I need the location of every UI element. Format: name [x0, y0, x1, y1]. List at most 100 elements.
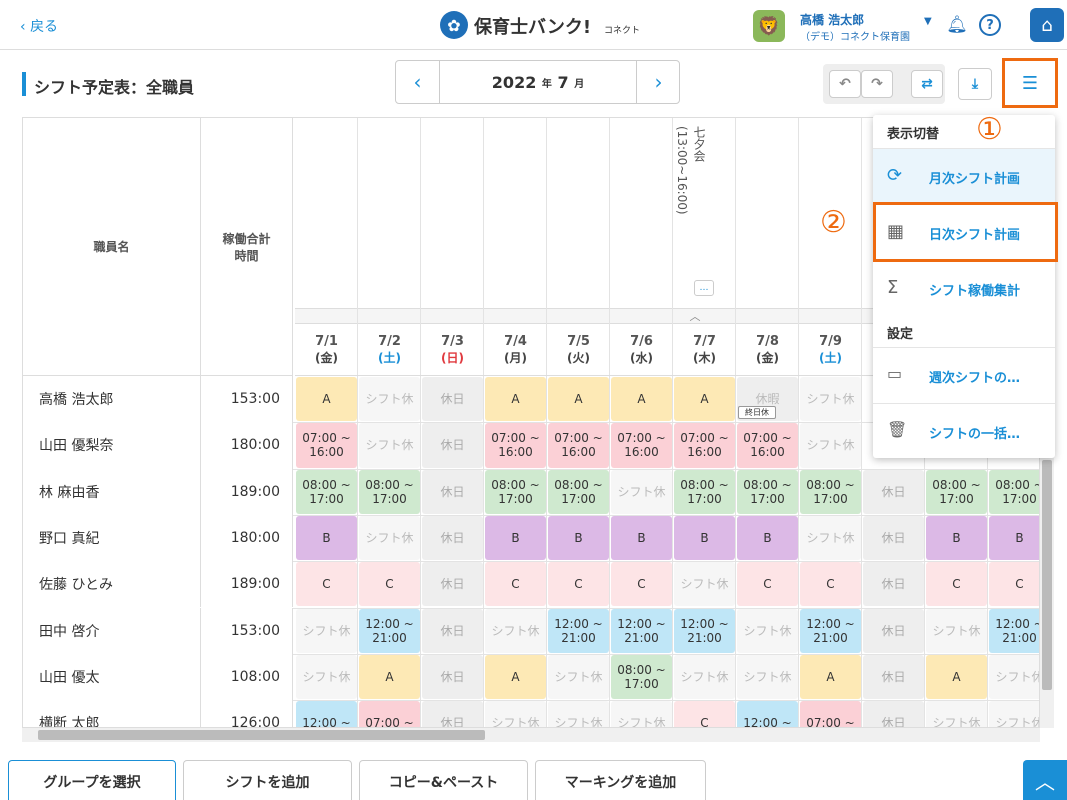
shift-cell[interactable]: 08:00 ~ 17:00 [926, 469, 987, 514]
shift-cell[interactable]: A [485, 377, 546, 422]
shift-cell[interactable]: A [485, 654, 546, 700]
menu-item[interactable]: ⟳ 月次シフト計画 [873, 148, 1055, 203]
avatar[interactable]: 🦁 [753, 10, 785, 42]
bottom-button[interactable]: コピー&ペースト [359, 760, 528, 800]
shift-cell[interactable]: 休日 [422, 562, 483, 607]
shift-cell[interactable]: 08:00 ~ 17:00 [296, 469, 357, 514]
scroll-top[interactable]: ︿ [1023, 760, 1067, 800]
shift-cell[interactable]: 休日 [863, 515, 924, 561]
shift-cell[interactable]: B [611, 515, 672, 561]
shift-cell[interactable]: C [737, 562, 798, 607]
undo[interactable]: ↶ [829, 70, 861, 98]
shift-cell[interactable]: 12:00 ~ 21:00 [674, 608, 735, 653]
shift-cell[interactable]: シフト休 [737, 654, 798, 700]
shift-cell[interactable]: 休日 [863, 469, 924, 514]
shift-cell[interactable]: シフト休 [359, 515, 420, 561]
shift-cell[interactable]: シフト休 [800, 423, 861, 468]
shift-cell[interactable]: 08:00 ~ 17:00 [548, 469, 609, 514]
shift-cell[interactable]: シフト休 [359, 377, 420, 422]
next-month[interactable]: › [636, 61, 680, 103]
help-icon[interactable]: ? [979, 14, 1001, 36]
bottom-button[interactable]: マーキングを追加 [535, 760, 706, 800]
shift-cell[interactable]: 08:00 ~ 17:00 [800, 469, 861, 514]
shift-cell[interactable]: 07:00 ~ 16:00 [296, 423, 357, 468]
user-dropdown[interactable]: ▼ [924, 16, 932, 27]
shift-cell[interactable]: C [926, 562, 987, 607]
shift-cell[interactable]: A [296, 377, 357, 422]
shift-cell[interactable]: 休日 [863, 701, 924, 727]
shift-cell[interactable]: C [359, 562, 420, 607]
collapse-bar[interactable]: ︿ [295, 308, 1039, 324]
shift-cell[interactable]: 12:00 ~ 21:00 [800, 608, 861, 653]
shift-cell[interactable]: シフト休 [737, 608, 798, 653]
shift-cell[interactable]: 08:00 ~ 17:00 [359, 469, 420, 514]
shift-cell[interactable]: シフト休 [296, 608, 357, 653]
redo[interactable]: ↷ [861, 70, 893, 98]
shift-cell[interactable]: A [611, 377, 672, 422]
shift-cell[interactable]: 休日 [863, 608, 924, 653]
shift-cell[interactable]: B [926, 515, 987, 561]
shift-cell[interactable]: A [800, 654, 861, 700]
shift-cell[interactable]: 07:00 ~ 16:00 [548, 423, 609, 468]
menu-item[interactable]: ▭ 週次シフトの… [873, 347, 1055, 402]
shift-cell[interactable]: C [674, 701, 735, 727]
shift-cell[interactable]: シフト休 [359, 423, 420, 468]
shift-cell[interactable]: 12:00 ~ 21:00 [989, 608, 1039, 653]
shift-cell[interactable]: C [296, 562, 357, 607]
shift-cell[interactable]: 07:00 ~ [359, 701, 420, 727]
shift-cell[interactable]: シフト休 [548, 654, 609, 700]
shift-cell[interactable]: 休日 [422, 377, 483, 422]
shift-cell[interactable]: 休日 [422, 608, 483, 653]
shift-cell[interactable]: 休日 [422, 654, 483, 700]
shift-cell[interactable]: シフト休 [989, 654, 1039, 700]
shift-cell[interactable]: シフト休 [485, 701, 546, 727]
shift-cell[interactable]: シフト休 [674, 654, 735, 700]
shift-cell[interactable]: シフト休 [674, 562, 735, 607]
shift-cell[interactable]: 08:00 ~ 17:00 [674, 469, 735, 514]
shift-cell[interactable]: シフト休 [548, 701, 609, 727]
shift-cell[interactable]: 12:00 ~ 21:00 [359, 608, 420, 653]
shift-cell[interactable]: B [737, 515, 798, 561]
prev-month[interactable]: ‹ [396, 61, 440, 103]
h-scrollbar[interactable] [22, 728, 1040, 742]
shift-cell[interactable]: C [611, 562, 672, 607]
shift-cell[interactable]: B [674, 515, 735, 561]
shift-cell[interactable]: シフト休 [485, 608, 546, 653]
shift-cell[interactable]: B [548, 515, 609, 561]
shift-cell[interactable]: 07:00 ~ 16:00 [611, 423, 672, 468]
shift-cell[interactable]: 休日 [422, 423, 483, 468]
shift-cell[interactable]: 12:00 ~ [737, 701, 798, 727]
shift-cell[interactable]: シフト休 [800, 515, 861, 561]
shift-cell[interactable]: シフト休 [926, 701, 987, 727]
shift-cell[interactable]: 08:00 ~ 17:00 [737, 469, 798, 514]
shift-cell[interactable]: シフト休 [611, 469, 672, 514]
shift-cell[interactable]: シフト休 [926, 608, 987, 653]
shift-cell[interactable]: 休日 [422, 515, 483, 561]
shift-cell[interactable]: 07:00 ~ 16:00 [737, 423, 798, 468]
shift-cell[interactable]: 12:00 ~ 21:00 [548, 608, 609, 653]
shift-cell[interactable]: C [989, 562, 1039, 607]
shift-cell[interactable]: B [296, 515, 357, 561]
shift-cell[interactable]: 07:00 ~ 16:00 [674, 423, 735, 468]
event-more[interactable]: … [694, 280, 714, 296]
shift-cell[interactable]: C [548, 562, 609, 607]
h-scroll-thumb[interactable] [38, 730, 485, 740]
shift-cell[interactable]: 休日 [863, 562, 924, 607]
bell-icon[interactable]: 🔔︎ [946, 15, 968, 35]
shift-cell[interactable]: 12:00 ~ 21:00 [611, 608, 672, 653]
shift-cell[interactable]: C [485, 562, 546, 607]
bottom-button[interactable]: シフトを追加 [183, 760, 352, 800]
shift-cell[interactable]: A [548, 377, 609, 422]
home-button[interactable]: ⌂ [1030, 8, 1064, 42]
shift-cell[interactable]: 08:00 ~ 17:00 [989, 469, 1039, 514]
shift-cell[interactable]: 07:00 ~ [800, 701, 861, 727]
v-scroll-thumb[interactable] [1042, 460, 1052, 690]
shift-cell[interactable]: 休日 [422, 469, 483, 514]
shift-cell[interactable]: シフト休 [296, 654, 357, 700]
shift-cell[interactable]: A [926, 654, 987, 700]
swap[interactable]: ⇄ [911, 70, 943, 98]
shift-cell[interactable]: A [359, 654, 420, 700]
shift-cell[interactable]: 休日 [422, 701, 483, 727]
shift-cell[interactable]: 12:00 ~ [296, 701, 357, 727]
shift-cell[interactable]: C [800, 562, 861, 607]
